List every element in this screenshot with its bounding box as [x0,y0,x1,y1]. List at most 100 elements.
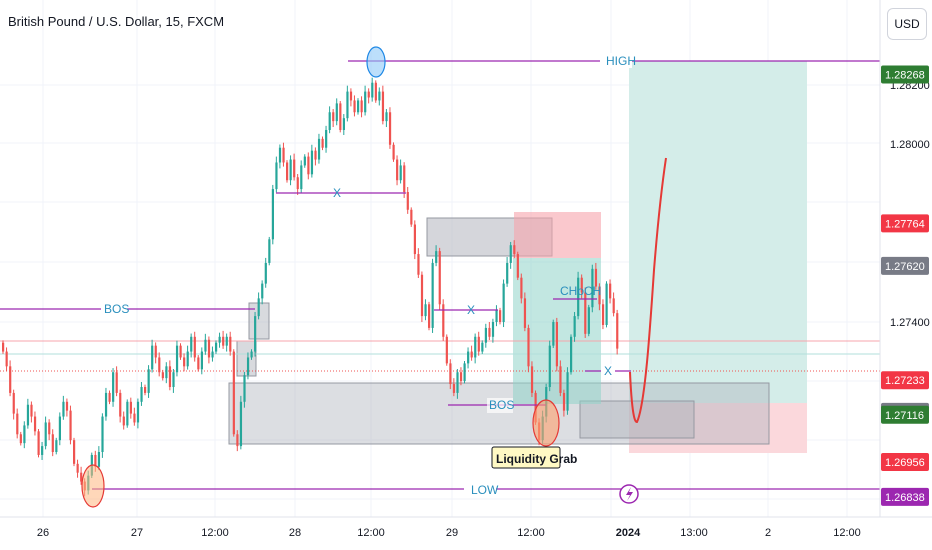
candle-body [346,91,349,119]
candle-body [197,357,200,370]
candle-body [442,304,445,337]
candle-body [44,422,47,447]
candle-body [463,363,466,382]
price-label: 1.27620 [885,261,925,273]
candle-body [420,274,424,317]
candle-body [374,82,377,101]
candle-body [317,138,321,160]
candle-body [495,310,498,323]
candle-body [101,416,104,453]
candle-body [207,339,211,358]
candle-body [509,245,512,263]
bos-right-label: BOS [489,398,514,412]
supply-zone-red[interactable] [514,212,601,258]
candle-body [310,150,314,175]
candle-body [5,351,8,367]
candle-body [577,277,580,317]
candle-body [261,283,264,299]
x-tick-2: 2 [765,527,771,539]
candle-body [491,322,495,337]
x-tick-1200-b: 12:00 [357,527,385,539]
candle-body [37,431,40,455]
x-mid-label: X [467,303,475,317]
candle-body [236,434,239,447]
candle-body [328,112,331,130]
candle-body [527,327,530,367]
candle-body [289,159,292,181]
target-zone[interactable] [629,61,807,403]
candle-body [300,165,303,190]
candle-body [179,345,182,358]
candle-body [218,336,221,343]
candle-body [612,298,615,314]
candle-body [594,268,598,287]
candle-body [609,283,612,299]
x-tick-1200-d: 12:00 [833,527,861,539]
price-label: 1.26956 [885,457,925,469]
x-tick-28: 28 [289,527,301,539]
candle-body [108,392,111,402]
candle-body [601,304,605,325]
candle-body [293,159,296,178]
candle-body [364,91,367,113]
x-tick-1200-a: 12:00 [201,527,229,539]
candle-body [151,345,154,370]
x-tick-26: 26 [37,527,49,539]
candle-body [73,440,76,464]
candle-body [342,118,345,130]
candle-body [530,366,534,393]
candle-body [62,401,65,417]
candle-body [48,422,51,435]
candle-body [523,298,527,328]
candle-body [378,91,381,101]
candle-body [388,112,392,145]
candle-body [2,342,5,352]
candle-body [573,316,576,337]
price-label-bg [881,65,929,84]
candle-body [470,351,473,358]
candle-body [392,144,395,160]
candle-body [225,336,228,346]
candle-body [459,372,463,382]
candle-body [428,304,431,328]
x-tick-29: 29 [446,527,458,539]
high-label: HIGH [606,54,636,68]
candle-body [616,313,619,349]
chart-title: British Pound / U.S. Dollar, 15, FXCM [8,14,225,29]
candle-body [94,454,97,467]
candle-body [76,463,79,473]
candle-body [410,209,413,225]
candle-body [232,351,235,435]
price-label: 1.26838 [885,492,925,504]
high-pivot-circle [366,46,386,78]
candle-body [332,112,335,122]
candle-body [172,372,175,388]
projection-curve [629,157,667,424]
candle-body [381,91,385,122]
candle-body [339,103,342,130]
candle-body [367,91,370,98]
order-block-small[interactable] [579,400,695,439]
candle-body [406,192,409,210]
candle-body [190,336,193,352]
candle-body [165,366,168,379]
candle-body [516,254,519,278]
candle-body [403,165,406,193]
currency-button[interactable]: USD [887,8,927,40]
candle-body [435,251,438,263]
lightning-icon[interactable] [619,484,639,504]
candle-body [154,345,157,358]
candle-body [257,298,260,317]
candle-body [296,177,299,190]
x-upper-label: X [333,186,341,200]
x-tick-1300: 13:00 [680,527,708,539]
candle-body [417,254,420,275]
candle-body [16,413,19,435]
candle-body [129,401,132,414]
candle-body [452,384,456,393]
low-label: LOW [471,483,499,497]
candle-body [193,336,196,358]
candle-body [250,351,253,358]
candle-body [41,446,44,455]
